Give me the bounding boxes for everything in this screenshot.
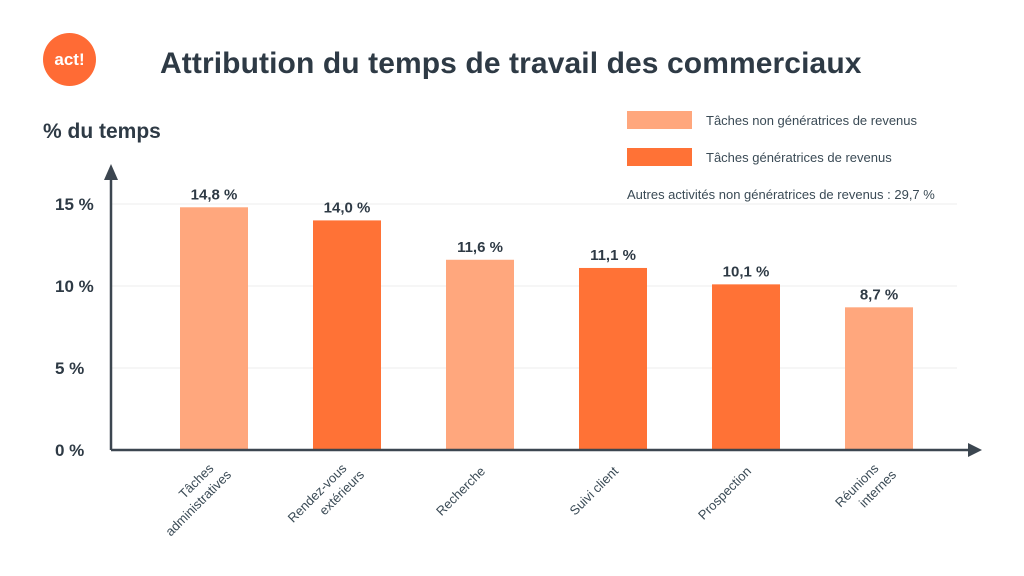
chart-title: Attribution du temps de travail des comm… — [160, 47, 862, 80]
act-logo: act! — [43, 33, 96, 86]
bar — [579, 267, 647, 450]
axes — [104, 164, 982, 457]
x-axis-arrow — [968, 443, 982, 457]
x-tick-label: Suivi client — [567, 463, 622, 518]
bar — [313, 220, 381, 450]
y-tick-label: 5 % — [55, 359, 84, 378]
legend-swatch-revenue — [627, 148, 692, 166]
x-tick-label: Prospection — [695, 464, 754, 523]
y-tick-label: 15 % — [55, 195, 94, 214]
y-axis-arrow — [104, 164, 118, 180]
legend-item-non-revenue: Tâches non génératrices de revenus — [627, 111, 917, 129]
legend-item-revenue: Tâches génératrices de revenus — [627, 148, 892, 166]
y-tick-label: 0 % — [55, 441, 84, 460]
other-activities-note: Autres activités non génératrices de rev… — [627, 187, 935, 202]
x-tick-label: Réunionsinternes — [832, 455, 899, 522]
data-label: 11,6 % — [457, 239, 503, 256]
data-label: 14,0 % — [324, 199, 371, 216]
bar — [712, 284, 780, 450]
x-tick-label-line: Recherche — [433, 464, 488, 519]
bar — [845, 307, 913, 450]
x-tick-label: Rendez-vousextérieurs — [285, 455, 368, 538]
data-label: 11,1 % — [590, 247, 636, 264]
data-label: 10,1 % — [723, 263, 770, 280]
legend-label-revenue: Tâches génératrices de revenus — [706, 149, 892, 165]
x-tick-label: Tâchesadministratives — [150, 455, 234, 539]
bars — [180, 207, 913, 450]
legend-label-non-revenue: Tâches non génératrices de revenus — [706, 112, 918, 128]
data-label: 8,7 % — [860, 286, 898, 303]
grid-lines — [111, 203, 957, 369]
data-label: 14,8 % — [191, 186, 238, 203]
x-tick-label-line: Prospection — [695, 464, 754, 523]
act-logo-mark: act! — [54, 50, 84, 69]
bar — [446, 259, 514, 450]
act-logo-text: act! — [54, 50, 84, 69]
x-tick-label: Recherche — [433, 464, 488, 519]
x-tick-label-line: Suivi client — [567, 463, 622, 518]
y-axis-label: % du temps — [43, 120, 161, 143]
bar — [180, 207, 248, 450]
legend-swatch-non-revenue — [627, 111, 692, 129]
y-tick-label: 10 % — [55, 277, 94, 296]
